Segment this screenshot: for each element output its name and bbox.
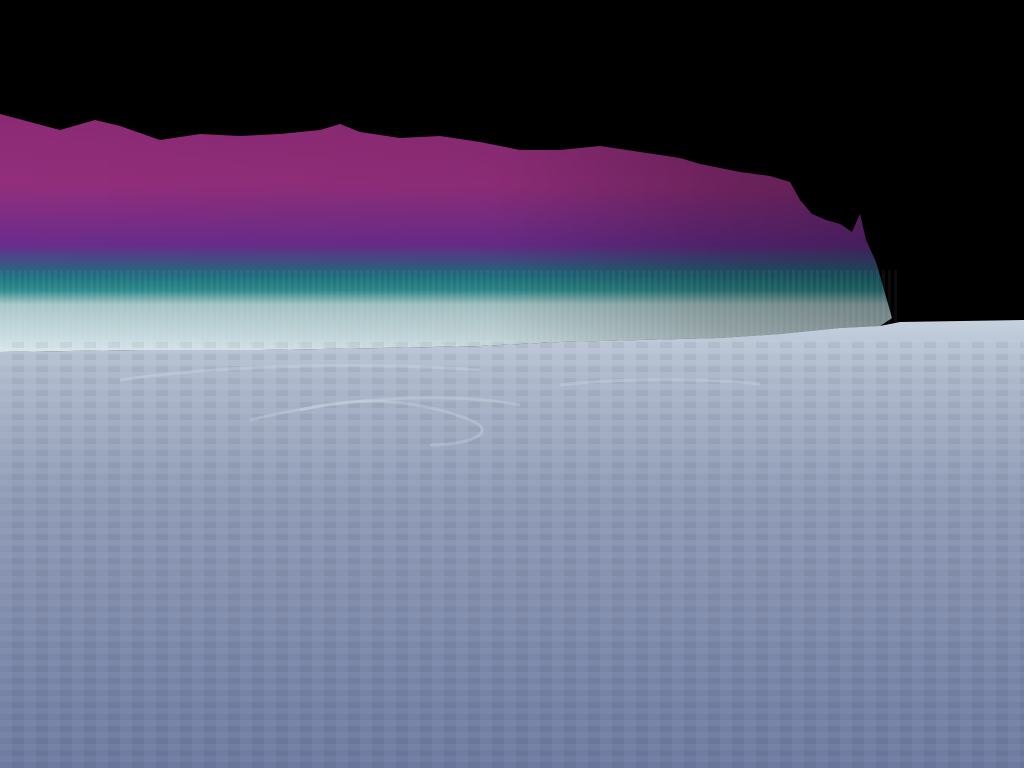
terrain-scene [0,114,1024,768]
game-viewport[interactable] [0,0,1024,768]
